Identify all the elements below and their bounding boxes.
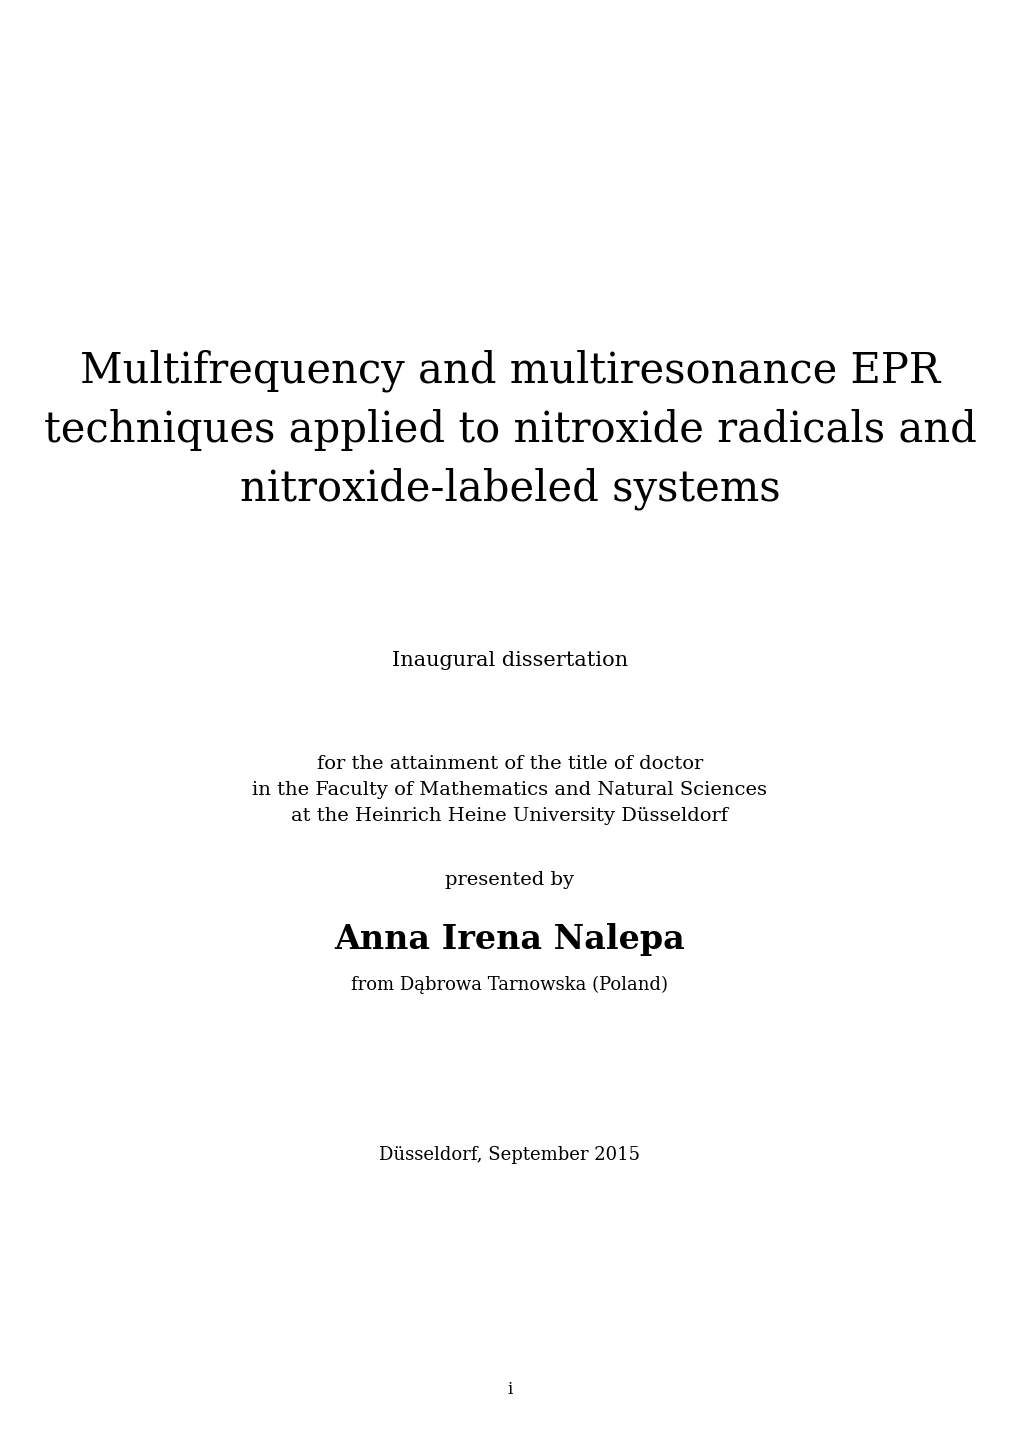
Text: from Dąbrowa Tarnowska (Poland): from Dąbrowa Tarnowska (Poland) bbox=[352, 976, 667, 994]
Text: for the attainment of the title of doctor
in the Faculty of Mathematics and Natu: for the attainment of the title of docto… bbox=[253, 756, 766, 825]
Text: Düsseldorf, September 2015: Düsseldorf, September 2015 bbox=[379, 1146, 640, 1164]
Text: Anna Irena Nalepa: Anna Irena Nalepa bbox=[334, 923, 685, 956]
Text: i: i bbox=[506, 1381, 513, 1399]
Text: Inaugural dissertation: Inaugural dissertation bbox=[391, 650, 628, 669]
Text: presented by: presented by bbox=[445, 871, 574, 890]
Text: Multifrequency and multiresonance EPR
techniques applied to nitroxide radicals a: Multifrequency and multiresonance EPR te… bbox=[44, 350, 975, 510]
